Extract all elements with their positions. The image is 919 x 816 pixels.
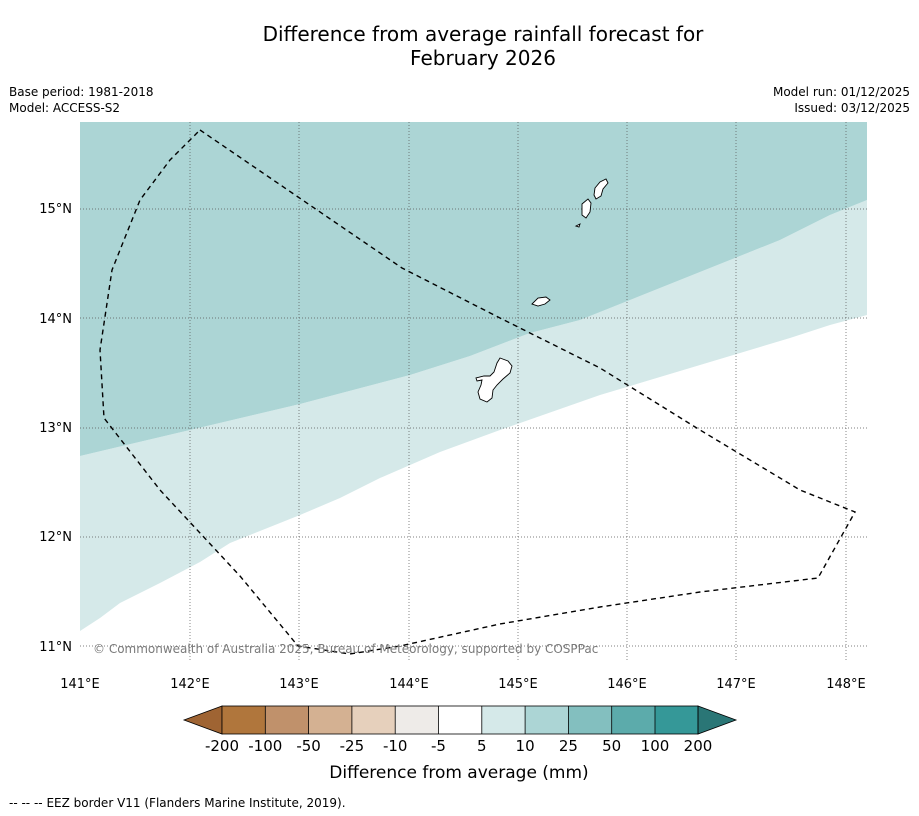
colorbar-swatch bbox=[655, 706, 698, 734]
colorbar-swatch bbox=[395, 706, 439, 734]
islands bbox=[475, 178, 609, 403]
island-rota bbox=[531, 296, 551, 307]
copyright-text: © Commonwealth of Australia 2025, Bureau… bbox=[93, 642, 598, 656]
colorbar-swatch bbox=[568, 706, 612, 734]
lat-label: 11°N bbox=[39, 640, 72, 655]
colorbar-tick: -10 bbox=[383, 737, 408, 755]
colorbar-tick: 50 bbox=[602, 737, 621, 755]
colorbar-swatch bbox=[438, 706, 482, 734]
lon-label: 144°E bbox=[389, 677, 429, 692]
eez-legend-label: EEZ border V11 (Flanders Marine Institut… bbox=[46, 796, 346, 810]
chart-title: Difference from average rainfall forecas… bbox=[0, 22, 919, 70]
meta-left: Base period: 1981-2018 Model: ACCESS-S2 bbox=[9, 84, 154, 116]
zone-5-10 bbox=[80, 200, 867, 631]
island-tinian bbox=[581, 198, 592, 219]
lon-label: 141°E bbox=[60, 677, 100, 692]
colorbar-tick: 5 bbox=[477, 737, 487, 755]
gridlines bbox=[80, 122, 867, 660]
colorbar-tick: 25 bbox=[559, 737, 578, 755]
lon-label: 146°E bbox=[607, 677, 647, 692]
meta-right: Model run: 01/12/2025 Issued: 03/12/2025 bbox=[773, 84, 910, 116]
lon-label: 142°E bbox=[170, 677, 210, 692]
base-period: Base period: 1981-2018 bbox=[9, 85, 154, 99]
title-line-2: February 2026 bbox=[410, 46, 556, 70]
colorbar-tick: -200 bbox=[205, 737, 239, 755]
zone-10-25 bbox=[80, 122, 867, 456]
lat-label: 15°N bbox=[39, 202, 72, 217]
colorbar-swatch bbox=[611, 706, 655, 734]
lat-axis-labels: 15°N 14°N 13°N 12°N 11°N bbox=[39, 202, 72, 655]
colorbar-swatch bbox=[308, 706, 352, 734]
lat-label: 12°N bbox=[39, 530, 72, 545]
model-run: Model run: 01/12/2025 bbox=[772, 85, 910, 99]
colorbar-swatch bbox=[222, 706, 266, 734]
eez-legend-symbol: -- -- -- bbox=[9, 796, 43, 810]
eez-border bbox=[99, 129, 857, 655]
lon-axis-labels: 141°E 142°E 143°E 144°E 145°E 146°E 147°… bbox=[60, 677, 866, 692]
title-line-1: Difference from average rainfall forecas… bbox=[262, 22, 704, 46]
model-name: Model: ACCESS-S2 bbox=[9, 101, 121, 115]
colorbar-tick: -50 bbox=[296, 737, 321, 755]
colorbar-tick: -25 bbox=[340, 737, 365, 755]
lon-label: 148°E bbox=[826, 677, 866, 692]
colorbar-swatch bbox=[525, 706, 569, 734]
rainfall-zones bbox=[80, 122, 867, 660]
lon-label: 143°E bbox=[279, 677, 319, 692]
colorbar-arrow-high bbox=[697, 705, 738, 735]
issued-date: Issued: 03/12/2025 bbox=[794, 101, 910, 115]
colorbar-swatch bbox=[265, 706, 309, 734]
colorbar-tick: -5 bbox=[431, 737, 446, 755]
lat-label: 14°N bbox=[39, 312, 72, 327]
colorbar-swatch bbox=[481, 706, 526, 734]
island-guam bbox=[475, 357, 513, 403]
island-aguijan bbox=[574, 223, 581, 228]
island-saipan bbox=[593, 178, 609, 200]
colorbar-swatch bbox=[351, 706, 396, 734]
colorbar-tick: 100 bbox=[641, 737, 670, 755]
colorbar-tick: 10 bbox=[516, 737, 535, 755]
lat-label: 13°N bbox=[39, 421, 72, 436]
colorbar-label: Difference from average (mm) bbox=[329, 763, 588, 783]
lon-label: 145°E bbox=[498, 677, 538, 692]
footer-legend: -- -- -- EEZ border V11 (Flanders Marine… bbox=[9, 796, 346, 810]
colorbar-tick: 200 bbox=[684, 737, 713, 755]
colorbar: -200 -100 -50 -25 -10 -5 5 10 25 50 100 … bbox=[182, 705, 738, 783]
colorbar-tick: -100 bbox=[248, 737, 282, 755]
colorbar-arrow-low bbox=[182, 705, 223, 735]
lon-label: 147°E bbox=[716, 677, 756, 692]
